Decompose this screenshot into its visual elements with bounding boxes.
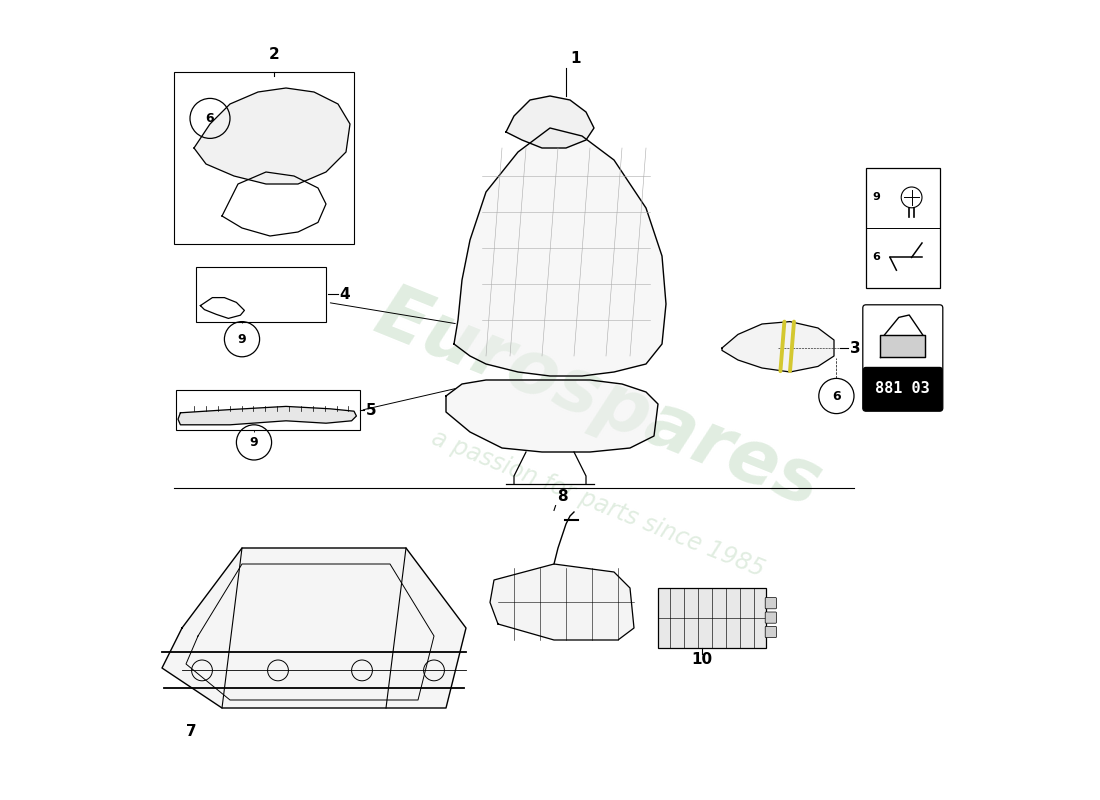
Text: 8: 8 xyxy=(558,489,568,504)
FancyBboxPatch shape xyxy=(862,366,943,411)
Polygon shape xyxy=(490,564,634,640)
Text: 881 03: 881 03 xyxy=(876,382,931,397)
Text: 6: 6 xyxy=(206,112,214,125)
FancyBboxPatch shape xyxy=(766,598,777,609)
Text: 9: 9 xyxy=(250,436,258,449)
Text: 6: 6 xyxy=(872,253,880,262)
Text: 9: 9 xyxy=(872,192,880,202)
Polygon shape xyxy=(178,406,356,425)
Text: a passion for parts since 1985: a passion for parts since 1985 xyxy=(428,426,768,582)
Text: Eurospares: Eurospares xyxy=(364,278,832,522)
Polygon shape xyxy=(506,96,594,148)
Text: 5: 5 xyxy=(366,403,376,418)
FancyBboxPatch shape xyxy=(766,626,777,638)
Text: 4: 4 xyxy=(340,287,350,302)
Text: 1: 1 xyxy=(570,50,581,66)
Polygon shape xyxy=(722,322,834,372)
Polygon shape xyxy=(162,548,466,708)
Polygon shape xyxy=(194,88,350,184)
Polygon shape xyxy=(880,335,925,358)
Text: 7: 7 xyxy=(186,725,197,739)
FancyBboxPatch shape xyxy=(766,612,777,623)
Text: 9: 9 xyxy=(238,333,246,346)
Text: 6: 6 xyxy=(832,390,840,402)
Polygon shape xyxy=(446,380,658,452)
FancyBboxPatch shape xyxy=(658,588,766,648)
Polygon shape xyxy=(454,128,666,376)
Text: 10: 10 xyxy=(692,653,713,667)
Text: 2: 2 xyxy=(268,47,279,62)
Text: 3: 3 xyxy=(850,341,860,355)
